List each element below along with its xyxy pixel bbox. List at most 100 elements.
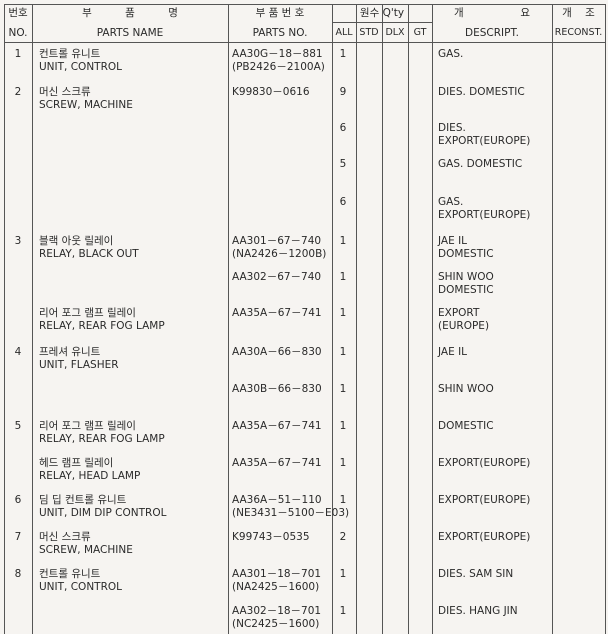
part-name-en: UNIT, DIM DIP CONTROL — [39, 507, 167, 519]
part-name-ko: 컨트롤 유니트 — [39, 48, 101, 60]
qty-all: 1 — [339, 271, 347, 283]
part-name-en: RELAY, BLACK OUT — [39, 248, 139, 260]
description-line2: EXPORT(EUROPE) — [438, 209, 531, 221]
qty-all: 1 — [339, 307, 347, 319]
col-line — [552, 4, 553, 634]
header-all: ALL — [335, 27, 353, 38]
col-line — [382, 4, 383, 634]
col-line — [32, 4, 33, 634]
part-number-index: 7 — [14, 531, 22, 543]
part-name-en: RELAY, REAR FOG LAMP — [39, 320, 165, 332]
part-name-ko: 리어 포그 램프 릴레이 — [39, 420, 136, 432]
part-number-index: 5 — [14, 420, 22, 432]
part-number: AA302－18－701 — [232, 605, 322, 617]
part-name-ko: 헤드 램프 릴레이 — [39, 457, 114, 469]
qty-all: 1 — [339, 235, 347, 247]
part-name-ko: 블랙 아웃 릴레이 — [39, 235, 114, 247]
header-partno-ko: 부 품 번 호 — [255, 7, 305, 19]
col-line — [356, 4, 357, 634]
part-number: AA30G－18－881 — [232, 48, 323, 60]
part-number: AA302－67－740 — [232, 271, 322, 283]
part-number-index: 3 — [14, 235, 22, 247]
part-number: AA30A－66－830 — [232, 346, 322, 358]
header-desc-ko: 개 요 — [453, 7, 531, 19]
description: DIES. — [438, 122, 466, 134]
description: JAE IL — [438, 235, 468, 247]
part-number: AA301－18－701 — [232, 568, 322, 580]
col-line — [605, 4, 606, 634]
header-qty: 원수 Q'ty — [359, 7, 405, 19]
header-no-ko: 번호 — [8, 7, 28, 19]
table-border-top — [4, 4, 605, 5]
part-name-ko: 머신 스크류 — [39, 531, 91, 543]
part-number-alt: (NE3431－5100－E03) — [232, 507, 350, 519]
col-line — [332, 4, 333, 634]
part-name-en: RELAY, HEAD LAMP — [39, 470, 141, 482]
header-gt: GT — [413, 27, 427, 38]
description: DOMESTIC — [438, 420, 494, 432]
col-line — [4, 4, 5, 634]
part-number: K99743－0535 — [232, 531, 310, 543]
part-number-index: 6 — [14, 494, 22, 506]
part-name-ko: 프레셔 유니트 — [39, 346, 101, 358]
part-number: AA30B－66－830 — [232, 383, 322, 395]
header-dlx: DLX — [385, 27, 405, 38]
part-name-ko: 머신 스크류 — [39, 86, 91, 98]
col-line — [228, 4, 229, 634]
part-number: AA301－67－740 — [232, 235, 322, 247]
header-recon-en: RECONST. — [554, 27, 603, 38]
part-number: AA36A－51－110 — [232, 494, 322, 506]
header-partno-en: PARTS NO. — [252, 27, 308, 39]
description-line2: (EUROPE) — [438, 320, 490, 332]
description: DIES. HANG JIN — [438, 605, 518, 617]
part-number-alt: (NC2425－1600) — [232, 618, 320, 630]
part-number-index: 4 — [14, 346, 22, 358]
header-std: STD — [359, 27, 379, 38]
description: GAS. — [438, 48, 464, 60]
part-number: AA35A－67－741 — [232, 307, 322, 319]
qty-all: 1 — [339, 383, 347, 395]
qty-all: 1 — [339, 457, 347, 469]
qty-all: 1 — [339, 494, 347, 506]
qty-all: 1 — [339, 568, 347, 580]
header-name-en: PARTS NAME — [96, 27, 164, 39]
header-recon-ko: 개 조 — [562, 7, 595, 19]
part-number-alt: (PB2426－2100A) — [232, 61, 325, 73]
description: GAS. DOMESTIC — [438, 158, 523, 170]
qty-all: 1 — [339, 346, 347, 358]
description-line2: DOMESTIC — [438, 284, 494, 296]
part-name-en: RELAY, REAR FOG LAMP — [39, 433, 165, 445]
part-number-alt: (NA2426－1200B) — [232, 248, 327, 260]
part-number-index: 1 — [14, 48, 22, 60]
col-line — [408, 4, 409, 634]
qty-all: 5 — [339, 158, 347, 170]
qty-all: 1 — [339, 48, 347, 60]
description: JAE IL — [438, 346, 468, 358]
qty-all: 1 — [339, 420, 347, 432]
header-name-ko: 부 품 명 — [82, 7, 178, 19]
qty-all: 1 — [339, 605, 347, 617]
part-name-ko: 리어 포그 램프 릴레이 — [39, 307, 136, 319]
description: EXPORT(EUROPE) — [438, 457, 531, 469]
header-divider — [4, 42, 605, 43]
part-name-en: SCREW, MACHINE — [39, 544, 133, 556]
qty-all: 6 — [339, 122, 347, 134]
part-name-en: SCREW, MACHINE — [39, 99, 133, 111]
description: EXPORT(EUROPE) — [438, 531, 531, 543]
part-number-index: 2 — [14, 86, 22, 98]
part-name-en: UNIT, FLASHER — [39, 359, 119, 371]
description: EXPORT — [438, 307, 480, 319]
part-number: AA35A－67－741 — [232, 420, 322, 432]
part-number-index: 8 — [14, 568, 22, 580]
col-line — [432, 4, 433, 634]
qty-all: 6 — [339, 196, 347, 208]
header-no-en: NO. — [8, 27, 28, 39]
part-number: AA35A－67－741 — [232, 457, 322, 469]
qty-all: 2 — [339, 531, 347, 543]
description: GAS. — [438, 196, 464, 208]
description: DIES. SAM SIN — [438, 568, 514, 580]
part-number-alt: (NA2425－1600) — [232, 581, 320, 593]
description-line2: DOMESTIC — [438, 248, 494, 260]
part-name-en: UNIT, CONTROL — [39, 61, 123, 73]
